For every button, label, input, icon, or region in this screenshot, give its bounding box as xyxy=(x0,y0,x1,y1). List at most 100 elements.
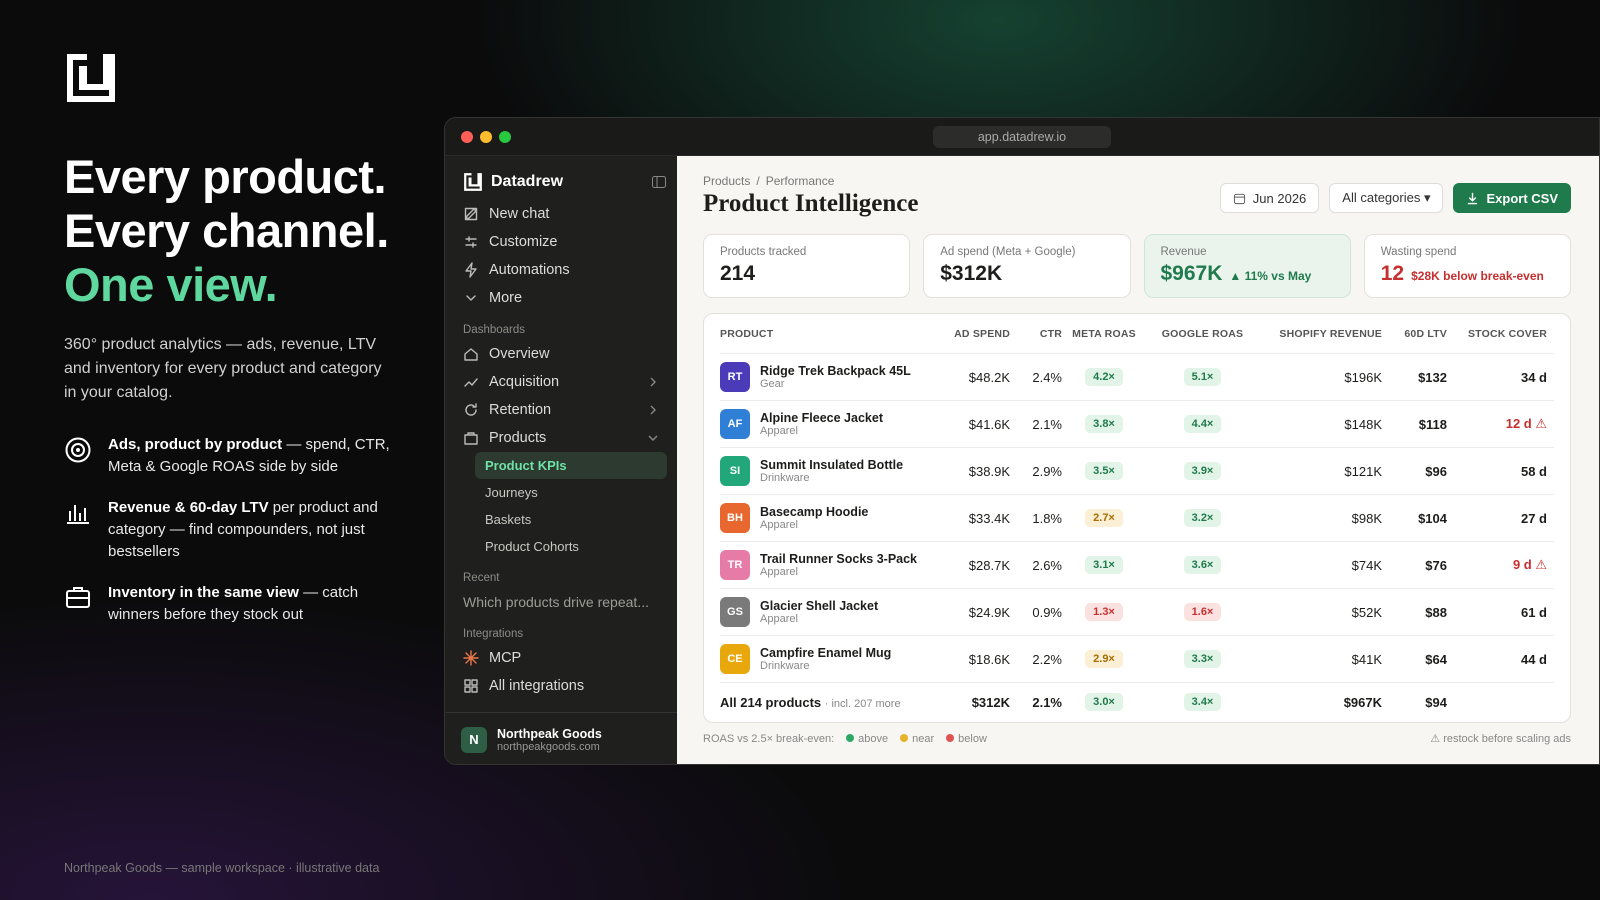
toolbar: Jun 2026 All categories ▾ Export CSV xyxy=(1219,183,1571,213)
ltv: $76 xyxy=(1425,557,1447,573)
nav-label: Customize xyxy=(489,234,558,250)
meta-roas-cell: 3.5× xyxy=(1062,462,1146,480)
nav-label: Retention xyxy=(489,402,552,418)
ad-spend: $33.4K xyxy=(968,510,1010,526)
nav-item[interactable]: Acquisition xyxy=(463,368,667,396)
sub-nav-item[interactable]: Baskets xyxy=(485,512,532,527)
product-name: Summit Insulated Bottle xyxy=(760,458,904,472)
table-row[interactable]: BH Basecamp Hoodie Apparel $33.4K 1.8% 2.7× 3.… xyxy=(720,495,1554,542)
nav-item[interactable]: More xyxy=(463,284,667,312)
sub-nav-item[interactable]: Journeys xyxy=(485,485,538,500)
nav-label: All integrations xyxy=(489,678,585,694)
calendar-icon xyxy=(1233,193,1245,204)
close-button[interactable] xyxy=(461,131,473,143)
product-cell: AF Alpine Fleece Jacket Apparel xyxy=(720,409,940,439)
export-button[interactable]: Export CSV xyxy=(1453,183,1571,213)
nav-item[interactable]: Customize xyxy=(463,228,667,256)
ctr: 1.8% xyxy=(1032,510,1062,526)
table-row[interactable]: GS Glacier Shell Jacket Apparel $24.9K 0.9% 1… xyxy=(720,589,1554,636)
product-name: Campfire Enamel Mug xyxy=(760,646,892,660)
breadcrumb: Products / Performance xyxy=(703,174,840,188)
table-row[interactable]: SI Summit Insulated Bottle Drinkware $38.9K… xyxy=(720,448,1554,495)
google-roas-cell: 3.4× xyxy=(1146,693,1259,711)
column-header[interactable]: CTR xyxy=(1039,327,1062,340)
account-info: Northpeak Goods northpeakgoods.com xyxy=(497,727,602,753)
feature: Ads, product by product — spend, CTR, Me… xyxy=(64,434,404,478)
url-bar[interactable]: app.datadrew.io xyxy=(933,126,1111,148)
ad-spend: $38.9K xyxy=(968,463,1010,479)
breadcrumb-item[interactable]: Products xyxy=(703,174,751,188)
column-header[interactable]: AD SPEND xyxy=(954,327,1010,340)
recent-chat[interactable]: Which products drive repeat... xyxy=(463,594,649,610)
column-header[interactable]: STOCK COVER xyxy=(1467,327,1547,340)
legend-dot xyxy=(946,733,955,742)
column-header[interactable]: META ROAS xyxy=(1072,327,1136,340)
kpi-value-row: $967K ▲ 11% vs May xyxy=(1161,262,1334,286)
nav-item[interactable]: Retention xyxy=(463,396,667,424)
product-text: Basecamp Hoodie Apparel xyxy=(760,505,868,531)
sidebar-nav: New chat Customize Automations More Dashboar… xyxy=(463,200,667,700)
google-roas-cell: 4.4× xyxy=(1146,415,1259,433)
ad-spend: $312K xyxy=(971,694,1010,710)
product-category: Gear xyxy=(760,378,785,390)
kpi-value: $312K xyxy=(940,262,1003,285)
legend-text: below xyxy=(958,732,987,745)
meta-roas: 2.7× xyxy=(1085,509,1123,527)
nav-item[interactable]: Products xyxy=(463,424,667,452)
chevron xyxy=(650,377,656,387)
breadcrumb-item[interactable]: Performance xyxy=(765,174,835,188)
nav-item[interactable]: Automations xyxy=(463,256,667,284)
revenue: $967K xyxy=(1343,694,1382,710)
product-cell: GS Glacier Shell Jacket Apparel xyxy=(720,597,940,627)
nav-item[interactable]: Overview xyxy=(463,340,667,368)
google-roas: 3.2× xyxy=(1183,509,1222,527)
legend-text: near xyxy=(912,732,935,745)
icon xyxy=(463,346,479,362)
column-header[interactable]: GOOGLE ROAS xyxy=(1161,327,1244,340)
table-row[interactable]: TR Trail Runner Socks 3-Pack Apparel $28.7K… xyxy=(720,542,1554,589)
nav-item[interactable]: MCP xyxy=(463,644,667,672)
google-roas-cell: 1.6× xyxy=(1146,603,1259,621)
google-roas-cell: 3.9× xyxy=(1146,462,1259,480)
category-filter[interactable]: All categories ▾ xyxy=(1329,183,1444,213)
date-label: Jun 2026 xyxy=(1252,190,1307,206)
kpi-card: Products tracked 214 xyxy=(703,234,911,298)
feature-text: Revenue & 60-day LTV per product and cat… xyxy=(108,497,404,563)
zoom-button[interactable] xyxy=(499,131,511,143)
sub-nav-item[interactable]: Product Cohorts xyxy=(485,539,579,554)
google-roas-cell: 3.3× xyxy=(1146,650,1259,668)
nav-item[interactable]: New chat xyxy=(463,200,667,228)
minimize-button[interactable] xyxy=(480,131,492,143)
kpi-value-row: 12 $28K below break-even xyxy=(1381,262,1554,286)
product-category: Apparel xyxy=(760,613,798,625)
table-row[interactable]: AF Alpine Fleece Jacket Apparel $41.6K 2.1% 3… xyxy=(720,401,1554,448)
meta-roas: 4.2× xyxy=(1085,368,1123,386)
sidebar-toggle[interactable] xyxy=(651,174,667,190)
headline-line: Every channel. xyxy=(64,204,389,257)
total-name: All 214 products xyxy=(720,694,822,710)
date-picker[interactable]: Jun 2026 xyxy=(1219,183,1320,213)
product-name: Glacier Shell Jacket xyxy=(760,599,879,613)
kpi-label: Revenue xyxy=(1160,246,1207,258)
account[interactable]: N Northpeak Goods northpeakgoods.com xyxy=(445,712,677,764)
feature-icon xyxy=(66,587,90,608)
meta-roas: 3.5× xyxy=(1085,462,1123,480)
nav-item[interactable]: All integrations xyxy=(463,672,667,700)
ltv: $94 xyxy=(1425,694,1447,710)
table-row[interactable]: RT Ridge Trek Backpack 45L Gear $48.2K 2.4% 4… xyxy=(720,354,1554,401)
feature-detail: per product and category — find compound… xyxy=(108,499,378,560)
ltv: $88 xyxy=(1425,604,1447,620)
feature: Inventory in the same view — catch winne… xyxy=(64,582,404,626)
headline-line: One view. xyxy=(64,258,278,311)
column-header[interactable]: SHOPIFY REVENUE xyxy=(1279,327,1382,340)
table-row[interactable]: CE Campfire Enamel Mug Drinkware $18.6K 2.2%… xyxy=(720,636,1554,683)
column-header[interactable]: PRODUCT xyxy=(720,327,774,340)
column-header[interactable]: 60D LTV xyxy=(1404,327,1447,340)
meta-roas-cell: 3.1× xyxy=(1062,556,1146,574)
kpi-value-row: 214 xyxy=(720,262,893,286)
nav-label: MCP xyxy=(489,650,522,666)
kpi-label: Products tracked xyxy=(720,246,807,258)
sub-nav-item[interactable]: Product KPIs xyxy=(475,452,667,479)
feature-strong: Inventory in the same view xyxy=(108,584,299,601)
feature-strong: Revenue & 60-day LTV xyxy=(108,499,269,516)
